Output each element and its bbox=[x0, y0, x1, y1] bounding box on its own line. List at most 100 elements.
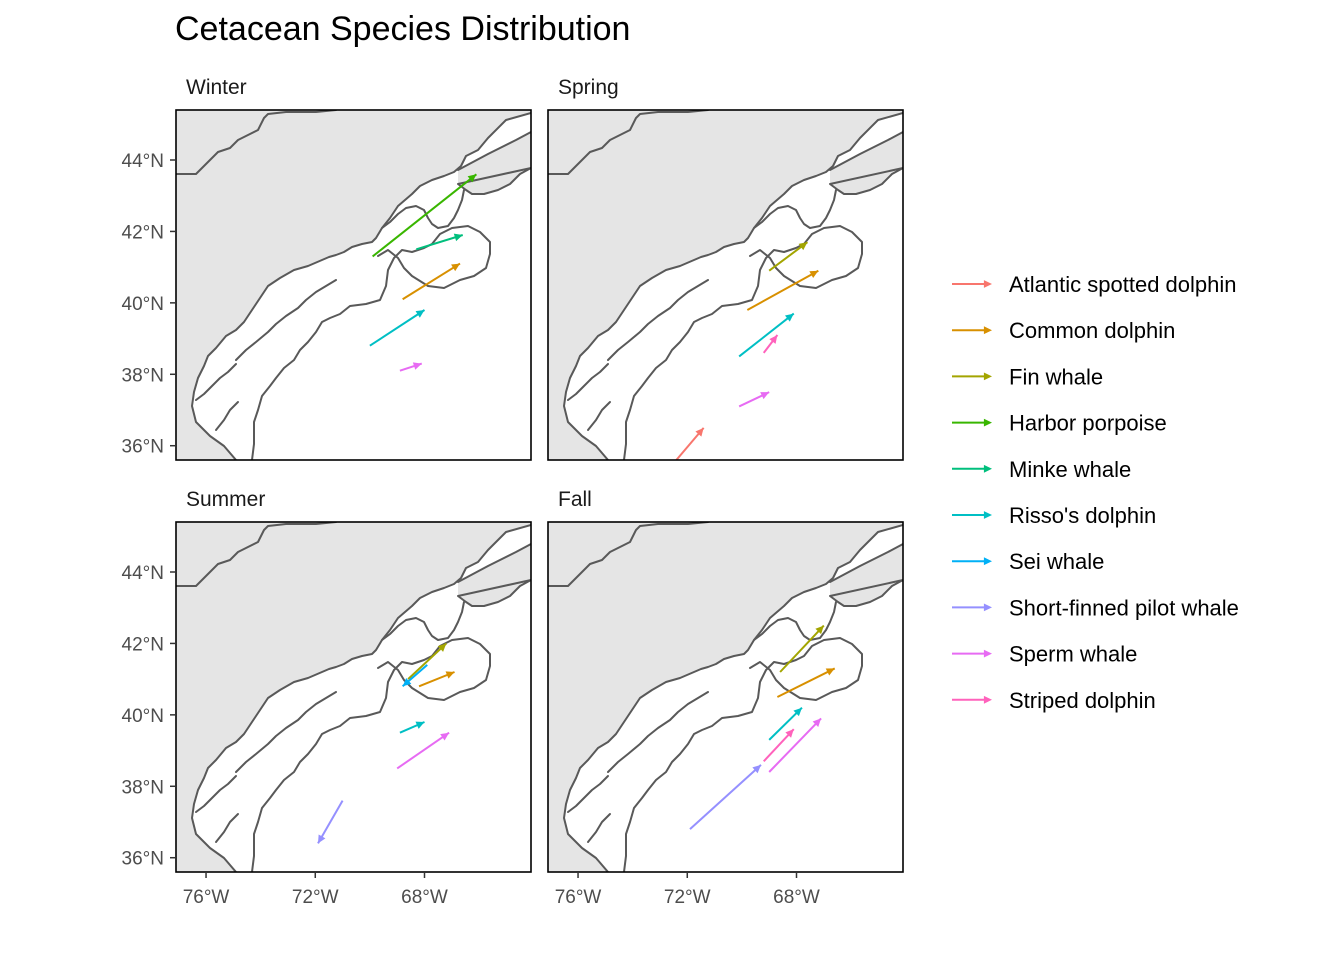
panel-fall: Fall bbox=[547, 488, 904, 873]
arrow-risso-s-dolphin bbox=[399, 721, 425, 734]
arrow-short-finned-pilot-whale bbox=[689, 764, 762, 830]
arrow-fin-whale-head bbox=[815, 625, 824, 635]
y-tick-label: 36°N bbox=[122, 849, 164, 870]
arrow-sperm-whale-shaft bbox=[768, 717, 822, 773]
arrow-fin-whale bbox=[768, 241, 809, 272]
arrow-sperm-whale bbox=[768, 717, 822, 773]
arrow-layer bbox=[369, 173, 478, 372]
arrow-layer bbox=[675, 241, 819, 460]
legend-item: Striped dolphin bbox=[952, 688, 1156, 713]
y-tick-label: 42°N bbox=[122, 634, 164, 655]
arrow-short-finned-pilot-whale-shaft bbox=[317, 800, 344, 844]
arrow-fin-whale-shaft bbox=[407, 642, 448, 680]
arrow-striped-dolphin bbox=[763, 728, 795, 762]
legend-label: Short-finned pilot whale bbox=[1009, 595, 1239, 620]
y-tick-label: 44°N bbox=[122, 563, 164, 584]
arrow-sperm-whale bbox=[396, 731, 450, 770]
arrow-common-dolphin-head bbox=[809, 270, 819, 279]
arrow-sperm-whale-shaft bbox=[396, 731, 450, 770]
legend-item: Harbor porpoise bbox=[952, 411, 1167, 436]
arrow-common-dolphin-shaft bbox=[776, 667, 836, 698]
arrow-risso-s-dolphin bbox=[369, 309, 426, 347]
y-tick-label: 38°N bbox=[122, 365, 164, 386]
legend-label: Fin whale bbox=[1009, 364, 1103, 389]
arrow-sperm-whale bbox=[399, 362, 423, 372]
arrow-harbor-porpoise-head bbox=[467, 174, 477, 183]
x-tick-label: 68°W bbox=[773, 887, 820, 908]
panel-spring: Spring bbox=[547, 76, 904, 461]
legend-item: Sei whale bbox=[952, 549, 1104, 574]
legend-label: Sei whale bbox=[1009, 549, 1104, 574]
arrow-common-dolphin bbox=[418, 671, 455, 688]
arrow-common-dolphin-head bbox=[825, 668, 835, 676]
arrow-fin-whale-head bbox=[798, 242, 808, 251]
arrow-common-dolphin bbox=[776, 667, 836, 698]
panel-winter: Winter bbox=[175, 76, 532, 461]
axes: 36°N 38°N 40°N 42°N 44°N 36°N 38°N 40°N 42°N 44°N… bbox=[122, 151, 820, 908]
arrow-common-dolphin-head bbox=[451, 263, 460, 272]
arrow-short-finned-pilot-whale-head bbox=[318, 834, 326, 844]
panel-title-spring: Spring bbox=[558, 76, 619, 99]
arrow-fin-whale bbox=[407, 642, 448, 680]
arrow-minke-whale bbox=[416, 233, 464, 251]
legend-key-head bbox=[983, 511, 992, 519]
arrow-layer bbox=[689, 624, 836, 830]
basemap bbox=[176, 110, 531, 460]
legend-key-head bbox=[983, 557, 992, 566]
panel-summer: Summer bbox=[175, 488, 532, 873]
arrow-sperm-whale-head bbox=[440, 732, 450, 741]
arrow-striped-dolphin bbox=[762, 334, 779, 354]
x-tick-label: 72°W bbox=[292, 887, 339, 908]
legend-item: Short-finned pilot whale bbox=[952, 595, 1239, 620]
y-tick-label: 40°N bbox=[122, 706, 164, 727]
arrow-sperm-whale-head bbox=[812, 718, 822, 727]
arrow-risso-s-dolphin-shaft bbox=[738, 312, 795, 358]
arrow-atlantic-spotted-dolphin bbox=[675, 427, 705, 460]
legend-label: Atlantic spotted dolphin bbox=[1009, 272, 1237, 297]
y-tick-label: 42°N bbox=[122, 222, 164, 243]
basemap bbox=[176, 522, 531, 872]
arrow-risso-s-dolphin-head bbox=[793, 707, 802, 717]
y-tick-label: 36°N bbox=[122, 437, 164, 458]
arrow-sperm-whale bbox=[738, 391, 770, 408]
arrow-common-dolphin bbox=[402, 262, 461, 301]
arrow-layer bbox=[317, 642, 455, 844]
legend-item: Fin whale bbox=[952, 364, 1103, 389]
arrow-risso-s-dolphin-head bbox=[784, 313, 794, 322]
basemap bbox=[548, 110, 903, 460]
arrow-short-finned-pilot-whale-head bbox=[752, 764, 761, 774]
arrow-risso-s-dolphin-shaft bbox=[369, 309, 426, 347]
legend-key-head bbox=[983, 418, 992, 427]
arrow-common-dolphin-shaft bbox=[402, 262, 461, 301]
arrow-risso-s-dolphin-head bbox=[415, 721, 425, 729]
legend-item: Atlantic spotted dolphin bbox=[952, 272, 1237, 297]
legend-label: Risso's dolphin bbox=[1009, 503, 1156, 528]
panel-border bbox=[175, 109, 532, 461]
legend-key-head bbox=[983, 280, 992, 288]
arrow-minke-whale-head bbox=[453, 233, 463, 242]
legend-item: Risso's dolphin bbox=[952, 503, 1156, 528]
basemap bbox=[548, 522, 903, 872]
arrow-risso-s-dolphin-head bbox=[415, 310, 425, 318]
arrow-risso-s-dolphin bbox=[738, 312, 795, 358]
panel-title-winter: Winter bbox=[186, 76, 247, 99]
arrow-risso-s-dolphin bbox=[768, 707, 803, 741]
legend-key-head bbox=[983, 603, 992, 612]
arrow-sei-whale-head bbox=[402, 678, 412, 687]
legend-label: Minke whale bbox=[1009, 457, 1131, 482]
arrow-short-finned-pilot-whale-shaft bbox=[689, 764, 762, 830]
arrow-fin-whale-head bbox=[437, 643, 447, 652]
arrow-fin-whale-shaft bbox=[779, 624, 825, 673]
x-tick-label: 76°W bbox=[183, 887, 230, 908]
legend-key-head bbox=[983, 649, 992, 658]
arrow-striped-dolphin-head bbox=[785, 729, 794, 738]
panel-title-fall: Fall bbox=[558, 488, 592, 511]
legend-label: Striped dolphin bbox=[1009, 688, 1156, 713]
arrow-atlantic-spotted-dolphin-head bbox=[695, 427, 704, 437]
legend: Atlantic spotted dolphin Common dolphin Fi… bbox=[952, 272, 1239, 713]
legend-item: Common dolphin bbox=[952, 318, 1175, 343]
arrow-common-dolphin-shaft bbox=[746, 269, 819, 311]
arrow-fin-whale bbox=[779, 624, 825, 673]
legend-key-head bbox=[983, 695, 992, 704]
